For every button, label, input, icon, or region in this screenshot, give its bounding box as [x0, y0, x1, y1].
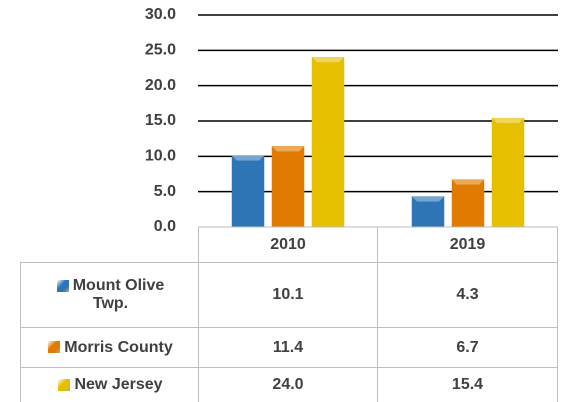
table-value: 15.4 — [378, 367, 558, 402]
bar-bevel — [412, 196, 444, 202]
table-value: 24.0 — [198, 367, 378, 402]
table-value: 4.3 — [378, 262, 558, 327]
legend-text: Morris County — [64, 338, 173, 356]
legend-key — [58, 378, 71, 391]
legend-label: Mount Olive Twp. — [41, 277, 181, 313]
y-tick-label: 20.0 — [145, 77, 176, 94]
bar-face — [237, 160, 259, 222]
y-tick-label: 25.0 — [145, 42, 176, 59]
bar-face — [317, 62, 339, 223]
bar-face — [277, 151, 299, 222]
table-header: 2019 — [378, 227, 558, 262]
legend-entry: Morris County — [20, 327, 198, 367]
legend-label: Morris County — [48, 338, 173, 357]
legend-key — [56, 279, 69, 292]
bar-face — [457, 184, 479, 222]
table-value: 10.1 — [198, 262, 378, 327]
legend-text: New Jersey — [74, 376, 163, 393]
bar-bevel — [452, 179, 484, 185]
y-tick-label: 5.0 — [154, 183, 176, 200]
legend-text: Mount Olive Twp. — [72, 277, 165, 312]
bar-bevel — [312, 57, 344, 63]
bar-face — [497, 123, 519, 222]
y-tick-label: 15.0 — [145, 112, 176, 129]
y-tick-label: 30.0 — [145, 6, 176, 23]
legend-label: New Jersey — [58, 376, 163, 394]
legend-entry: New Jersey — [20, 367, 198, 402]
y-tick-label: 10.0 — [145, 148, 176, 165]
bar-bevel — [232, 155, 264, 161]
bar-bevel — [272, 146, 304, 152]
table-value: 6.7 — [378, 327, 558, 367]
legend-key — [48, 341, 61, 354]
legend-entry: Mount Olive Twp. — [20, 262, 198, 327]
bar-face — [417, 201, 439, 222]
bar-bevel — [492, 118, 524, 124]
table-header: 2010 — [198, 227, 378, 262]
table-value: 11.4 — [198, 327, 378, 367]
y-tick-label: 0.0 — [154, 218, 176, 235]
